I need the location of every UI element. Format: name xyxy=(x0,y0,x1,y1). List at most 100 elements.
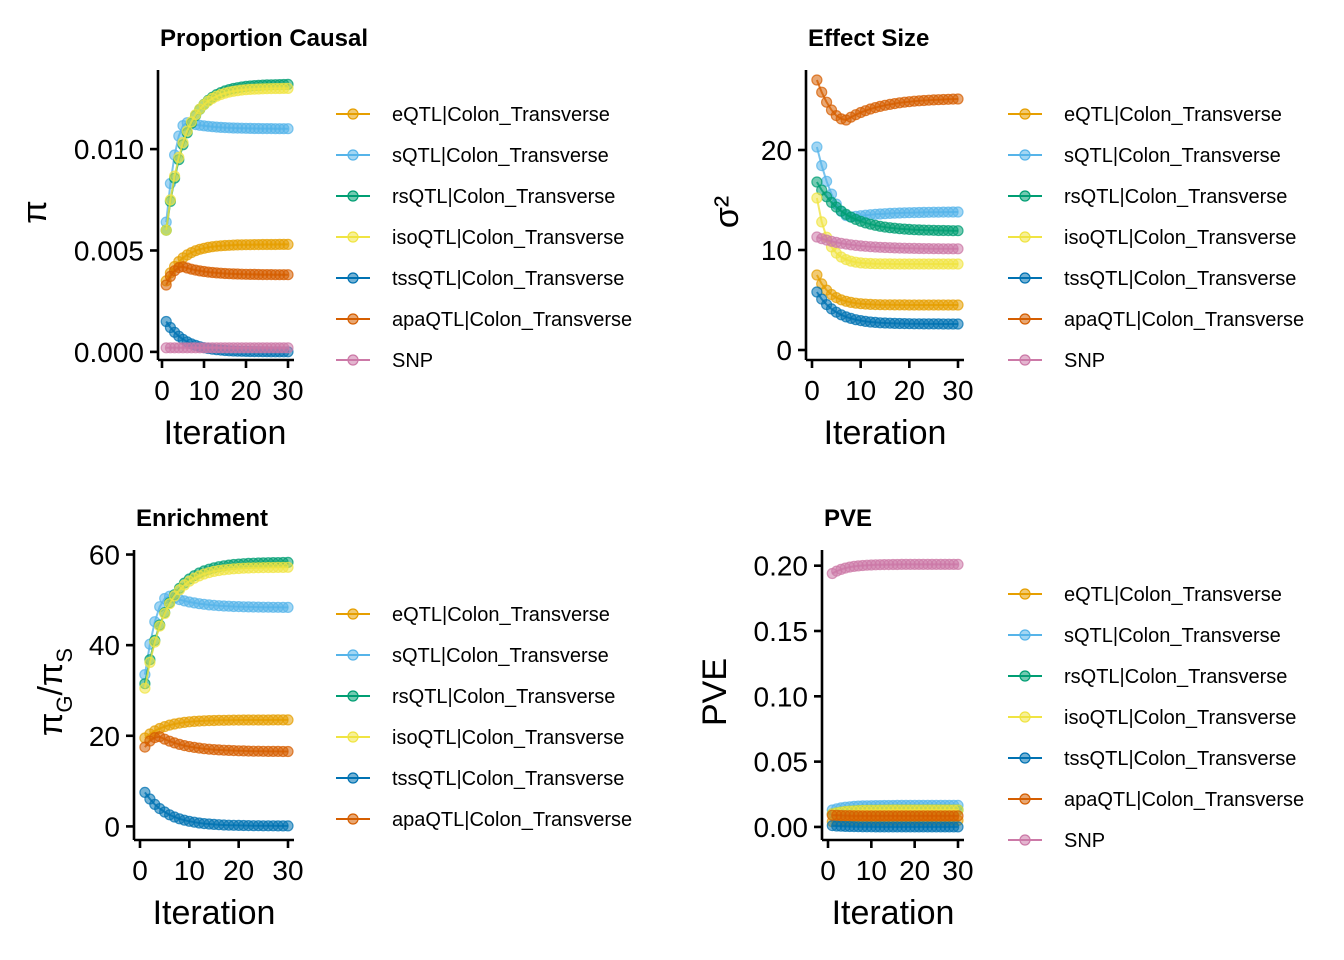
y-label-pi2: π xyxy=(32,663,70,686)
legend-marker xyxy=(1019,149,1031,161)
legend-marker xyxy=(1019,752,1031,764)
legend-marker xyxy=(1019,670,1031,682)
legend-item: sQTL|Colon_Transverse xyxy=(336,145,609,167)
series-isoQTL xyxy=(160,82,294,236)
legend-marker xyxy=(1019,711,1031,723)
x-axis-label: Iteration xyxy=(832,894,955,932)
y-tick-label: 0.00 xyxy=(754,812,809,843)
y-tick-label: 0.005 xyxy=(74,235,144,266)
x-tick-label: 20 xyxy=(223,855,254,886)
x-axis-label: Iteration xyxy=(164,414,287,452)
x-tick-label: 30 xyxy=(272,855,303,886)
y-tick-label: 0.20 xyxy=(754,551,809,582)
legend-item: rsQTL|Colon_Transverse xyxy=(336,186,615,208)
legend-item: SNP xyxy=(1008,350,1105,372)
data-point xyxy=(811,141,823,153)
legend-item: isoQTL|Colon_Transverse xyxy=(336,227,624,249)
x-tick-label: 20 xyxy=(899,855,930,886)
legend-label: rsQTL|Colon_Transverse xyxy=(1064,186,1287,208)
x-tick-label: 20 xyxy=(894,375,925,406)
data-point xyxy=(282,601,294,614)
legend-marker xyxy=(347,149,359,161)
data-point xyxy=(952,558,964,571)
legend-label: eQTL|Colon_Transverse xyxy=(392,604,610,626)
legend-marker xyxy=(1019,588,1031,600)
legend-item: eQTL|Colon_Transverse xyxy=(1008,104,1282,126)
y-label-pi: π xyxy=(32,713,70,736)
x-tick-label: 10 xyxy=(845,375,876,406)
legend-label: eQTL|Colon_Transverse xyxy=(1064,584,1282,606)
y-tick-label: 0 xyxy=(104,811,120,842)
legend-label: apaQTL|Colon_Transverse xyxy=(392,809,632,831)
series-apaQTL xyxy=(139,731,294,758)
x-tick-label: 0 xyxy=(820,855,836,886)
x-tick-label: 0 xyxy=(132,855,148,886)
data-point xyxy=(811,269,823,281)
data-point xyxy=(159,607,171,620)
legend-label: tssQTL|Colon_Transverse xyxy=(392,268,624,290)
data-point xyxy=(811,74,823,86)
legend-label: sQTL|Colon_Transverse xyxy=(1064,145,1281,167)
data-point xyxy=(181,125,193,137)
x-tick-label: 30 xyxy=(272,375,303,406)
panel-title: Effect Size xyxy=(808,25,929,52)
panel-title: Enrichment xyxy=(136,505,268,532)
legend-label: SNP xyxy=(1064,350,1105,372)
series-apaQTL xyxy=(160,261,294,291)
legend-marker xyxy=(1019,793,1031,805)
data-point xyxy=(952,810,964,822)
legend-item: isoQTL|Colon_Transverse xyxy=(336,727,624,749)
data-point xyxy=(952,258,964,270)
data-point xyxy=(952,821,964,833)
legend-label: SNP xyxy=(392,350,433,372)
series-line xyxy=(143,566,289,689)
legend-marker xyxy=(1019,834,1031,846)
legend-label: isoQTL|Colon_Transverse xyxy=(1064,227,1296,249)
data-point xyxy=(282,745,294,758)
series-line xyxy=(143,561,289,684)
series-SNP xyxy=(160,342,294,354)
series-SNP xyxy=(811,231,964,255)
legend-item: sQTL|Colon_Transverse xyxy=(336,645,609,667)
legend-marker xyxy=(347,649,359,661)
legend-label: tssQTL|Colon_Transverse xyxy=(1064,268,1296,290)
data-point xyxy=(811,176,823,188)
data-point xyxy=(282,82,294,95)
data-point xyxy=(282,820,294,832)
legend-marker xyxy=(1019,108,1031,120)
legend-label: rsQTL|Colon_Transverse xyxy=(392,186,615,208)
series-apaQTL xyxy=(826,809,964,822)
y-label-slash: / xyxy=(32,686,70,696)
legend-marker xyxy=(347,313,359,325)
data-point xyxy=(282,238,294,250)
data-point xyxy=(816,160,828,172)
legend-marker xyxy=(347,354,359,366)
series-apaQTL xyxy=(811,74,964,126)
legend-label: sQTL|Colon_Transverse xyxy=(392,645,609,667)
panel-title: PVE xyxy=(824,505,872,532)
legend-item: eQTL|Colon_Transverse xyxy=(1008,584,1282,606)
y-axis-label: πG/πS xyxy=(32,648,77,736)
legend-item: rsQTL|Colon_Transverse xyxy=(336,686,615,708)
legend-item: tssQTL|Colon_Transverse xyxy=(1008,268,1296,290)
data-point xyxy=(282,123,294,135)
series-tssQTL xyxy=(826,819,964,833)
data-point xyxy=(177,137,189,149)
data-point xyxy=(169,170,181,182)
y-tick-label: 40 xyxy=(89,630,120,661)
y-tick-label: 20 xyxy=(761,135,792,166)
data-point xyxy=(952,206,964,218)
data-point xyxy=(282,269,294,281)
legend-marker xyxy=(1019,190,1031,202)
legend-item: eQTL|Colon_Transverse xyxy=(336,604,610,626)
legend-item: SNP xyxy=(336,350,433,372)
legend-item: apaQTL|Colon_Transverse xyxy=(336,309,632,331)
data-point xyxy=(952,93,964,105)
series-sQTL xyxy=(139,590,294,681)
data-point xyxy=(144,656,156,669)
x-tick-label: 0 xyxy=(804,375,820,406)
y-tick-label: 0.05 xyxy=(754,747,809,778)
data-point xyxy=(139,682,151,694)
series-SNP xyxy=(826,558,964,580)
